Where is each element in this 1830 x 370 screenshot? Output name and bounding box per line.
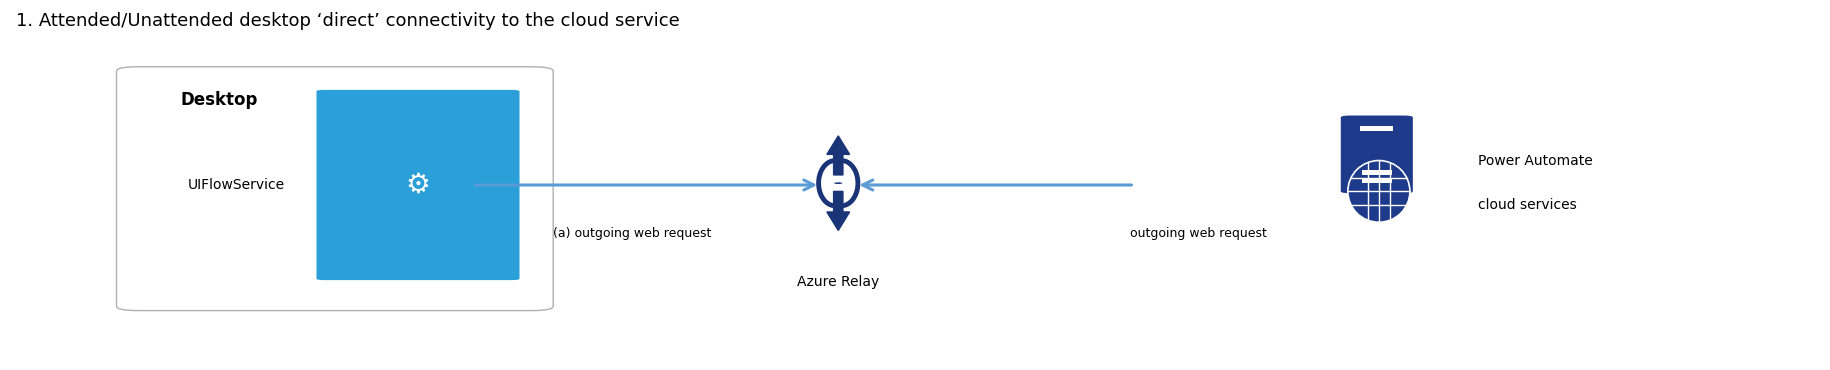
Text: cloud services: cloud services bbox=[1479, 198, 1576, 212]
Text: (a) outgoing web request: (a) outgoing web request bbox=[553, 227, 712, 240]
FancyBboxPatch shape bbox=[117, 67, 553, 310]
FancyBboxPatch shape bbox=[317, 90, 520, 280]
Text: outgoing web request: outgoing web request bbox=[1129, 227, 1266, 240]
Text: Power Automate: Power Automate bbox=[1479, 154, 1592, 168]
FancyArrow shape bbox=[827, 191, 849, 231]
FancyArrow shape bbox=[827, 136, 849, 175]
FancyBboxPatch shape bbox=[1362, 178, 1391, 182]
Ellipse shape bbox=[1349, 161, 1409, 222]
FancyBboxPatch shape bbox=[1360, 125, 1393, 131]
FancyBboxPatch shape bbox=[1362, 170, 1391, 175]
Text: 1. Attended/Unattended desktop ‘direct’ connectivity to the cloud service: 1. Attended/Unattended desktop ‘direct’ … bbox=[16, 13, 679, 30]
Text: Desktop: Desktop bbox=[181, 91, 258, 110]
FancyBboxPatch shape bbox=[1341, 115, 1413, 193]
Circle shape bbox=[834, 182, 842, 184]
Text: Azure Relay: Azure Relay bbox=[798, 275, 880, 289]
Text: ⚙: ⚙ bbox=[406, 171, 430, 199]
Text: UIFlowService: UIFlowService bbox=[188, 178, 285, 192]
